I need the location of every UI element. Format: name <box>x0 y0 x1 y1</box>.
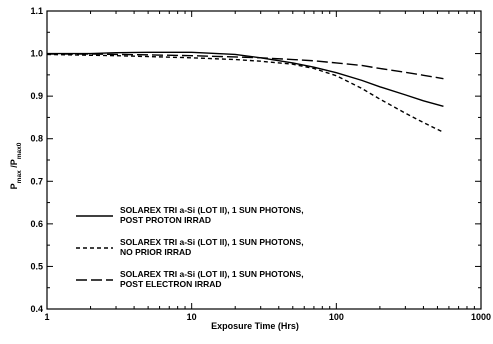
y-axis-title-slash: /P <box>9 159 19 170</box>
legend-label-post-proton: POST PROTON IRRAD <box>120 215 211 225</box>
x-tick-label: 100 <box>329 312 344 322</box>
x-tick-label: 10 <box>187 312 197 322</box>
legend-label-post-proton: SOLAREX TRI a-Si (LOT II), 1 SUN PHOTONS… <box>120 205 304 215</box>
y-tick-label: 0.4 <box>30 304 43 314</box>
y-tick-label: 1.1 <box>30 6 43 16</box>
legend-label-no-prior: SOLAREX TRI a-Si (LOT II), 1 SUN PHOTONS… <box>120 237 304 247</box>
y-tick-label: 0.6 <box>30 219 43 229</box>
series-line-no-prior <box>46 53 444 133</box>
legend-label-post-electron: POST ELECTRON IRRAD <box>120 279 222 289</box>
y-tick-label: 0.8 <box>30 134 43 144</box>
x-axis-title: Exposure Time (Hrs) <box>211 321 299 331</box>
y-tick-label: 0.7 <box>30 176 43 186</box>
legend-label-post-electron: SOLAREX TRI a-Si (LOT II), 1 SUN PHOTONS… <box>120 269 304 279</box>
y-tick-label: 0.9 <box>30 91 43 101</box>
y-tick-label: 1.0 <box>30 49 43 59</box>
series-line-post-electron <box>47 53 444 80</box>
y-axis-title-sub-max0: max0 <box>16 142 23 159</box>
x-tick-label: 1000 <box>471 312 491 322</box>
legend-label-no-prior: NO PRIOR IRRAD <box>120 247 191 257</box>
y-axis-title: Pmax /Pmax0 <box>9 142 23 189</box>
y-tick-label: 0.5 <box>30 261 43 271</box>
series-line-post-proton <box>47 51 444 108</box>
y-axis-title-p: P <box>9 183 19 189</box>
x-tick-label: 1 <box>44 312 49 322</box>
y-axis-title-sub-max: max <box>16 170 23 183</box>
